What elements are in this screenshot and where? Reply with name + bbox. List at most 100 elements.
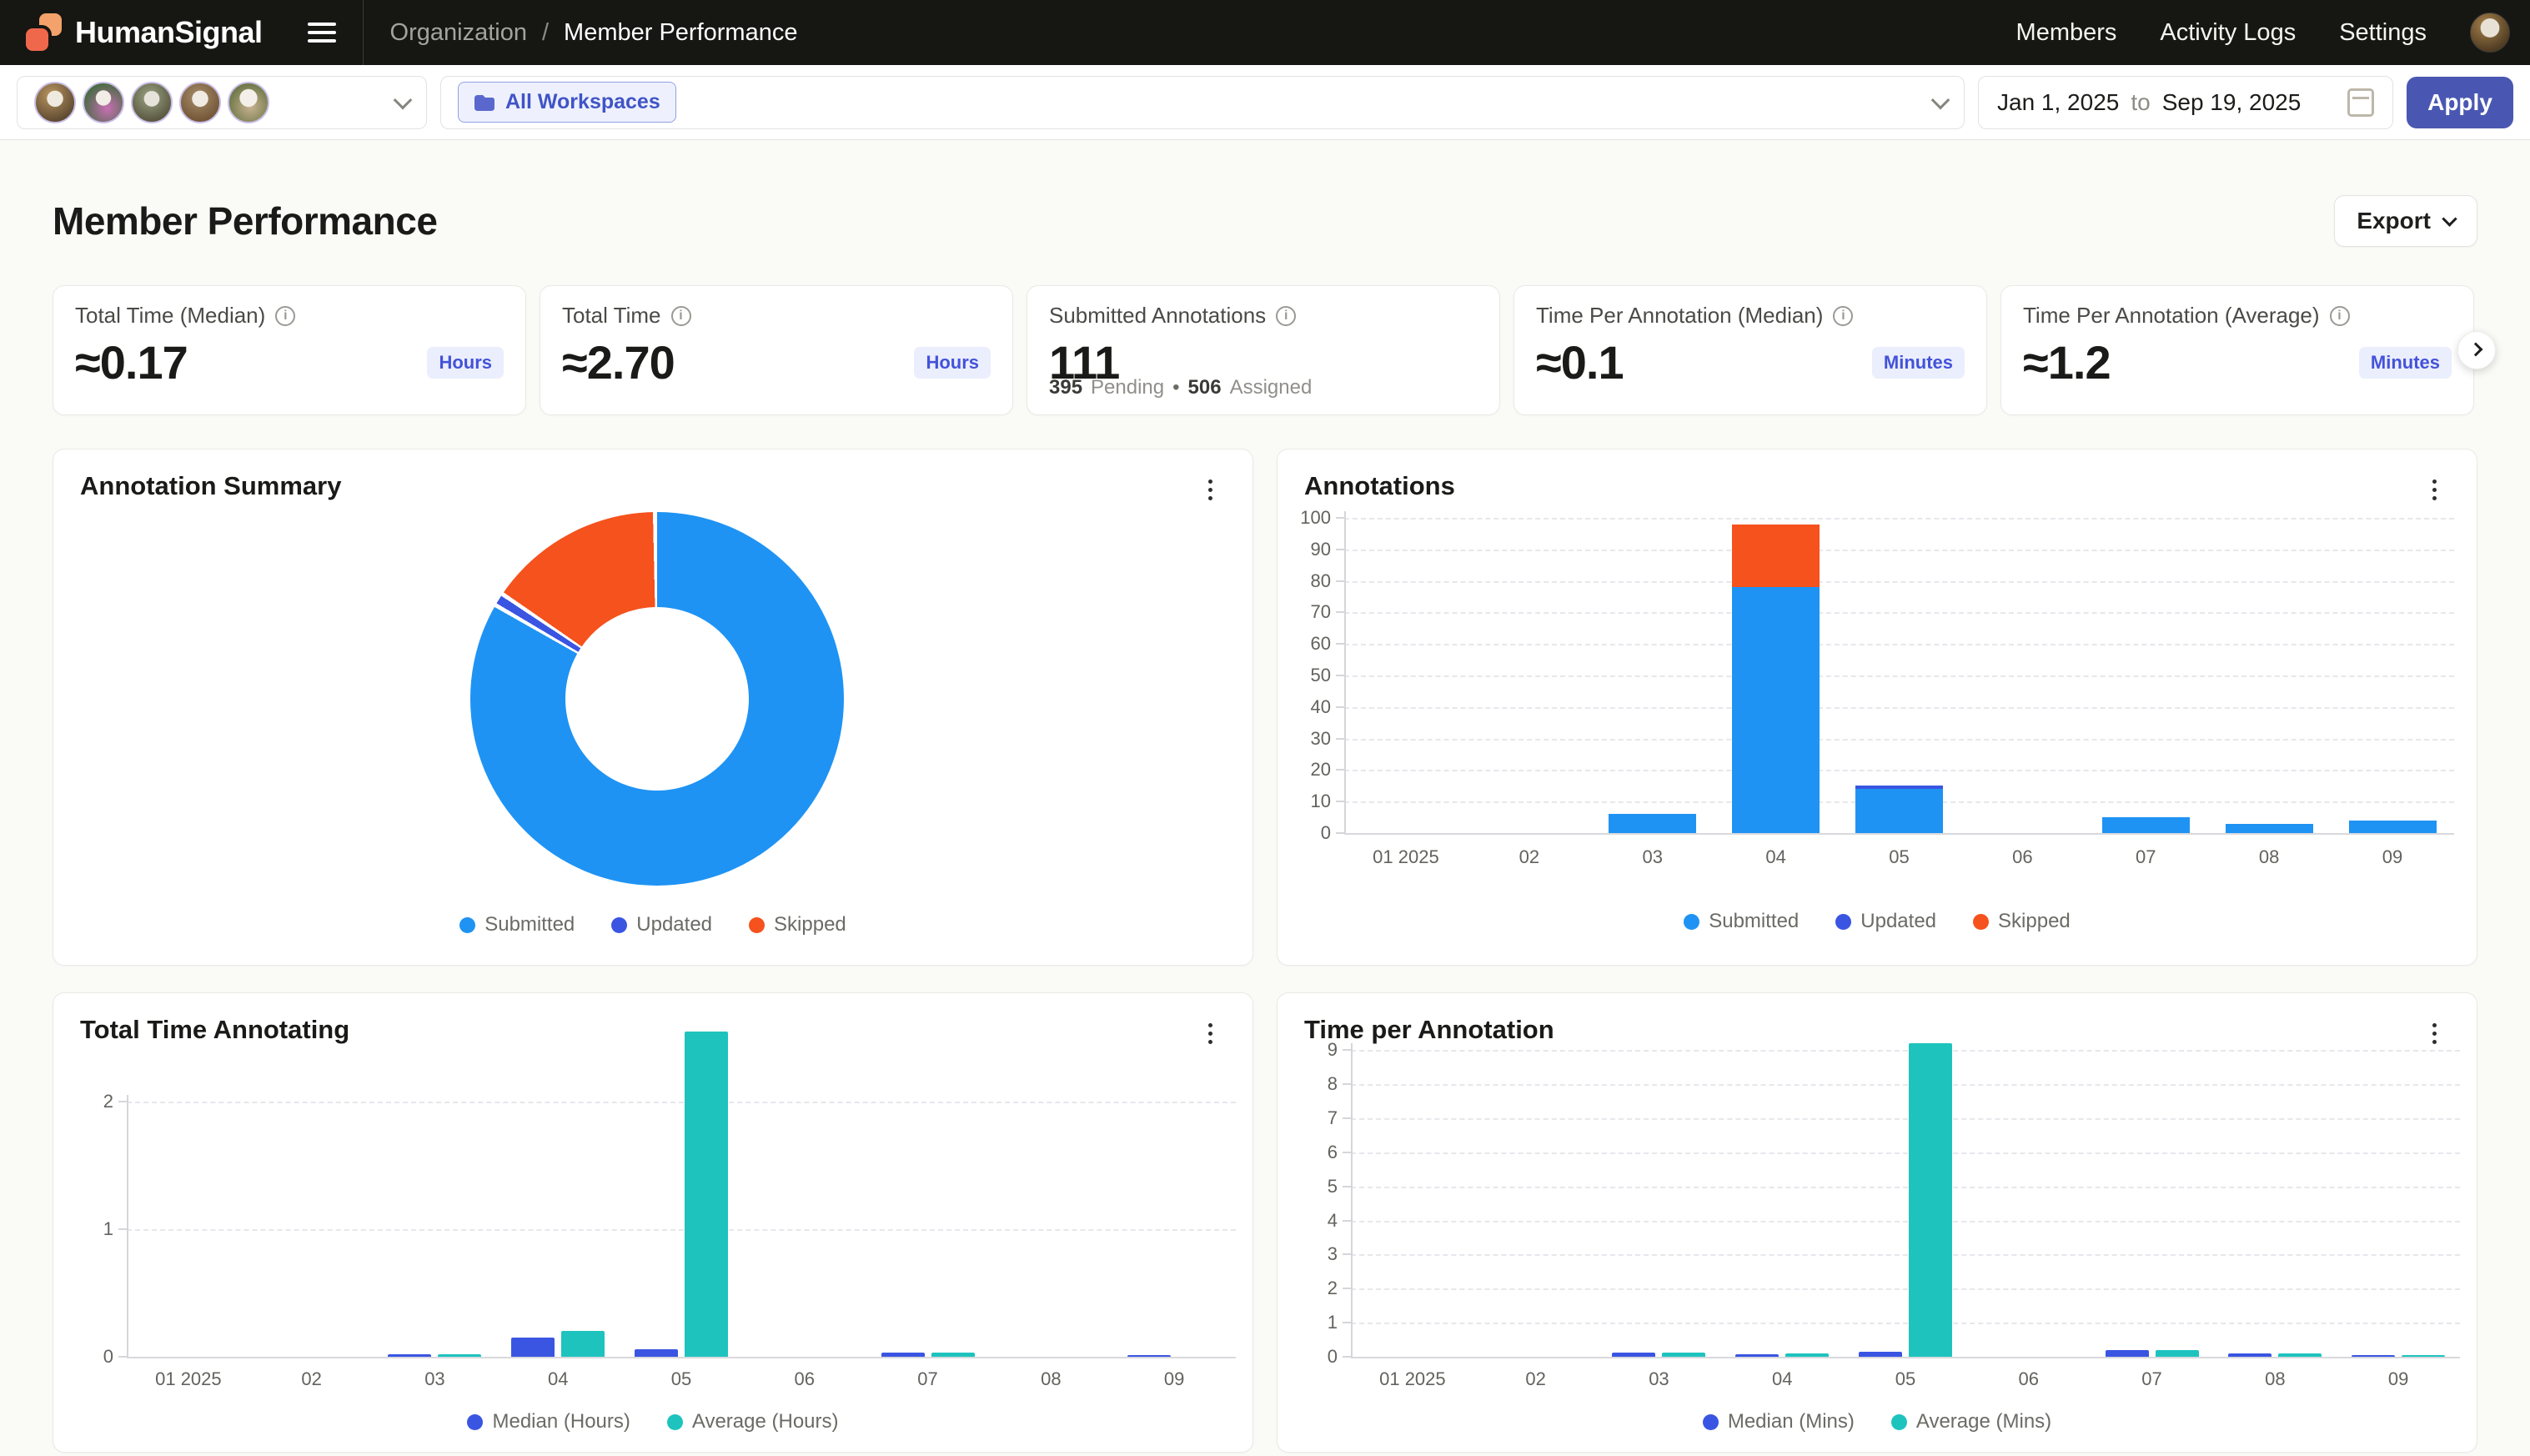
y-tick-mark	[1336, 801, 1344, 802]
gridline	[1351, 1221, 2460, 1223]
x-axis-label: 03	[424, 1368, 444, 1390]
stat-card-3: Submitted Annotationsi111395Pending•506A…	[1027, 285, 1500, 415]
y-axis-label: 1	[1279, 1312, 1338, 1333]
footnote-text: Assigned	[1230, 376, 1313, 399]
hamburger-menu-icon[interactable]	[308, 23, 336, 43]
x-axis-label: 05	[671, 1368, 691, 1390]
member-avatar	[83, 82, 124, 123]
legend-item: Updated	[1835, 910, 1936, 933]
members-select[interactable]	[17, 76, 427, 129]
y-axis-label: 1	[55, 1218, 113, 1240]
info-icon[interactable]: i	[671, 306, 691, 326]
gridline	[1344, 550, 2454, 551]
bar-median-mins-	[2228, 1353, 2271, 1357]
humansignal-logo[interactable]: HumanSignal	[25, 13, 263, 52]
x-axis-label: 05	[1889, 846, 1909, 868]
y-tick-mark	[1336, 643, 1344, 645]
workspace-chip[interactable]: All Workspaces	[458, 82, 676, 123]
page-title: Member Performance	[53, 198, 437, 244]
x-axis-label: 07	[2141, 1368, 2161, 1390]
nav-link-members[interactable]: Members	[2016, 19, 2117, 47]
x-axis-label: 01 2025	[155, 1368, 222, 1390]
info-icon[interactable]: i	[1833, 306, 1853, 326]
nav-link-activity-logs[interactable]: Activity Logs	[2160, 19, 2296, 47]
bar-segment-submitted	[2102, 817, 2190, 833]
footnote-number: 395	[1049, 376, 1082, 399]
member-avatar	[179, 82, 221, 123]
x-axis-label: 06	[795, 1368, 815, 1390]
main-content: Member Performance Export Total Time (Me…	[0, 195, 2530, 1453]
breadcrumb-organization[interactable]: Organization	[390, 19, 527, 47]
stat-card-5: Time Per Annotation (Average)i≈1.2Minute…	[2000, 285, 2474, 415]
legend-label: Skipped	[774, 913, 846, 936]
y-axis-label: 2	[1279, 1278, 1338, 1299]
legend-dot	[467, 1414, 483, 1430]
x-axis-label: 04	[1765, 846, 1785, 868]
legend-item: Average (Mins)	[1891, 1410, 2051, 1433]
kebab-menu-icon[interactable]	[1197, 1018, 1222, 1048]
stat-card-value: ≈0.1	[1536, 335, 1624, 389]
humansignal-logo-icon	[25, 13, 63, 52]
y-axis-label: 3	[1279, 1243, 1338, 1265]
x-axis-label: 09	[2382, 846, 2402, 868]
stat-card-value: ≈1.2	[2023, 335, 2111, 389]
y-tick-mark	[1343, 1186, 1351, 1187]
stat-card-footnote: 395Pending•506Assigned	[1049, 376, 1312, 399]
gridline	[1344, 675, 2454, 677]
x-axis-line	[1344, 833, 2454, 835]
member-avatar	[131, 82, 173, 123]
legend-item: Median (Hours)	[467, 1410, 630, 1433]
y-axis-label: 10	[1277, 791, 1331, 812]
legend-label: Submitted	[1709, 910, 1799, 933]
info-icon[interactable]: i	[275, 306, 295, 326]
nav-link-settings[interactable]: Settings	[2339, 19, 2427, 47]
chevron-down-icon	[1931, 90, 1950, 109]
bar-median-hours-	[388, 1354, 431, 1357]
legend-item: Updated	[611, 913, 712, 936]
gridline	[1351, 1152, 2460, 1154]
kebab-menu-icon[interactable]	[2422, 474, 2447, 505]
stat-card-4: Time Per Annotation (Median)i≈0.1Minutes	[1513, 285, 1987, 415]
export-button[interactable]: Export	[2334, 195, 2477, 247]
workspaces-select[interactable]: All Workspaces	[440, 76, 1965, 129]
legend-label: Skipped	[1998, 910, 2071, 933]
nav-right: Members Activity Logs Settings	[2016, 13, 2510, 53]
x-axis-label: 03	[1642, 846, 1662, 868]
bar-average-mins-	[1662, 1353, 1705, 1357]
apply-button[interactable]: Apply	[2407, 77, 2513, 128]
folder-icon	[474, 93, 495, 112]
calendar-icon	[2347, 88, 2374, 117]
legend-item: Skipped	[1973, 910, 2071, 933]
x-axis-line	[127, 1357, 1236, 1358]
x-axis-label: 09	[2388, 1368, 2408, 1390]
kebab-menu-icon[interactable]	[1197, 474, 1222, 505]
carousel-next-button[interactable]	[2457, 331, 2496, 369]
stat-card-label-text: Total Time	[562, 303, 661, 329]
gridline	[1344, 518, 2454, 520]
gridline	[1351, 1084, 2460, 1086]
x-axis-label: 02	[1525, 1368, 1545, 1390]
bar-median-mins-	[1735, 1354, 1779, 1357]
info-icon[interactable]: i	[2330, 306, 2350, 326]
export-label: Export	[2357, 208, 2431, 234]
y-axis-label: 60	[1277, 633, 1331, 655]
kebab-menu-icon[interactable]	[2422, 1018, 2447, 1048]
bar-average-hours-	[931, 1353, 975, 1357]
info-icon[interactable]: i	[1276, 306, 1296, 326]
y-tick-mark	[1336, 738, 1344, 740]
y-axis-label: 50	[1277, 665, 1331, 686]
legend-item: Average (Hours)	[667, 1410, 839, 1433]
date-from: Jan 1, 2025	[1997, 89, 2119, 116]
legend-dot	[459, 917, 475, 933]
member-avatar	[228, 82, 269, 123]
gridline	[1351, 1050, 2460, 1052]
y-axis-label: 0	[55, 1346, 113, 1368]
date-range-picker[interactable]: Jan 1, 2025 to Sep 19, 2025	[1978, 76, 2393, 129]
y-axis-label: 4	[1279, 1210, 1338, 1232]
donut-hole	[565, 607, 749, 791]
y-tick-mark	[1336, 832, 1344, 834]
y-tick-mark	[1336, 706, 1344, 708]
user-avatar[interactable]	[2470, 13, 2510, 53]
unit-badge: Minutes	[1872, 347, 1965, 379]
y-tick-mark	[1336, 769, 1344, 771]
